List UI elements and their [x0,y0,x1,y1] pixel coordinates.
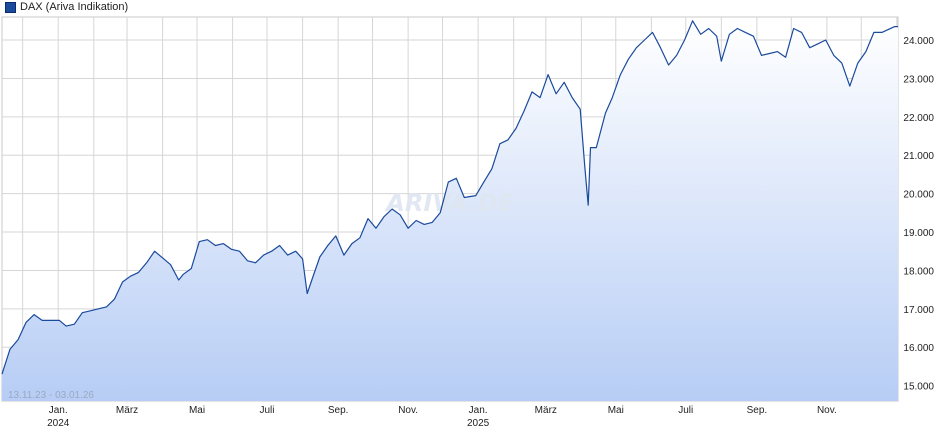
y-tick-label: 22.000 [903,113,934,124]
x-tick-label: März [116,405,138,416]
y-tick-label: 24.000 [903,36,934,47]
y-tick-label: 16.000 [903,343,934,354]
y-tick-label: 15.000 [903,382,934,393]
x-tick-label: Nov. [817,405,837,416]
x-axis: Jan. 2024 März Mai Juli Sep. Nov. Jan. 2025 März M… [47,405,837,429]
x-tick-label: Sep. [747,405,768,416]
x-tick-label: Juli [260,405,275,416]
x-tick-year-label: 2025 [467,418,490,429]
y-tick-label: 20.000 [903,190,934,201]
watermark: ARIVA.DE [384,189,514,217]
legend-swatch [5,1,16,13]
x-tick-label: Juli [678,405,693,416]
legend-label: DAX (Ariva Indikation) [20,1,129,13]
x-tick-year-label: 2024 [47,418,70,429]
y-axis: 15.000 16.000 17.000 18.000 19.000 20.000 21.0… [903,36,934,393]
x-tick-label: Jan. [49,405,68,416]
x-tick-label: Mai [608,405,624,416]
y-tick-label: 21.000 [903,151,934,162]
series-area [2,20,898,402]
y-tick-label: 19.000 [903,228,934,239]
series-line [1,20,898,375]
y-tick-label: 17.000 [903,305,934,316]
y-tick-label: 18.000 [903,266,934,277]
x-tick-label: Nov. [398,405,418,416]
x-tick-label: Mai [189,405,205,416]
date-range-label: 13.11.23 - 03.01.26 [8,390,94,401]
x-tick-label: Jan. [469,405,488,416]
y-tick-label: 23.000 [903,74,934,85]
x-tick-label: März [535,405,557,416]
legend: DAX (Ariva Indikation) [5,1,128,13]
x-tick-label: Sep. [328,405,349,416]
